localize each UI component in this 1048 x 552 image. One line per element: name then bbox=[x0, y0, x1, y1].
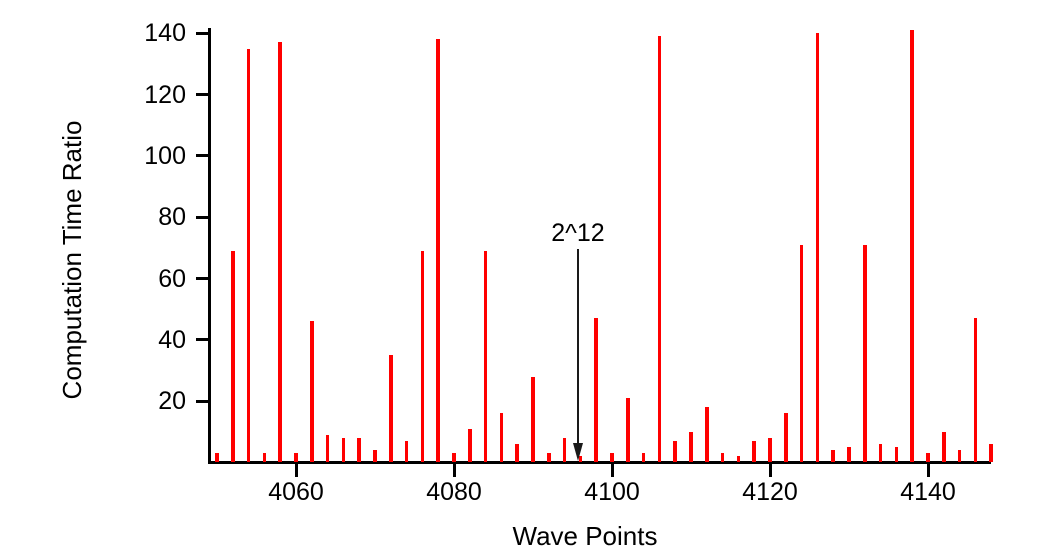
bar bbox=[768, 437, 772, 463]
bar bbox=[278, 42, 282, 463]
bar bbox=[531, 376, 535, 463]
bar bbox=[310, 321, 314, 463]
bar bbox=[910, 30, 914, 463]
y-tick-mark bbox=[196, 338, 208, 342]
bar bbox=[926, 453, 930, 463]
bar bbox=[957, 450, 962, 463]
bar bbox=[357, 437, 361, 463]
bar bbox=[784, 413, 788, 463]
bar bbox=[673, 441, 677, 463]
bar bbox=[847, 447, 851, 463]
y-tick-label: 60 bbox=[158, 264, 186, 293]
bar bbox=[483, 250, 488, 463]
bar bbox=[831, 450, 835, 463]
bar bbox=[404, 441, 409, 463]
bar bbox=[752, 441, 756, 463]
y-tick-label: 40 bbox=[158, 325, 186, 354]
bar bbox=[641, 453, 646, 463]
bar bbox=[626, 398, 630, 463]
y-axis-line bbox=[208, 28, 211, 464]
x-tick-mark bbox=[610, 464, 614, 477]
bar bbox=[341, 437, 346, 463]
bar bbox=[689, 431, 693, 463]
x-tick-label: 4080 bbox=[426, 478, 482, 506]
y-tick-label: 20 bbox=[158, 387, 186, 416]
bar bbox=[389, 355, 393, 463]
x-axis-line bbox=[208, 460, 991, 464]
x-tick-mark bbox=[926, 464, 930, 477]
bar bbox=[799, 244, 804, 463]
bar bbox=[863, 244, 867, 463]
bar bbox=[547, 453, 551, 463]
bar bbox=[420, 250, 425, 463]
y-tick-label: 140 bbox=[144, 19, 186, 48]
x-tick-mark bbox=[768, 464, 772, 477]
bar bbox=[610, 453, 614, 463]
bar bbox=[562, 437, 567, 463]
x-tick-label: 4100 bbox=[584, 478, 640, 506]
bar bbox=[973, 318, 978, 463]
y-tick-mark bbox=[196, 215, 208, 219]
bar bbox=[815, 33, 820, 463]
down-arrow-icon bbox=[573, 249, 583, 461]
bar bbox=[468, 428, 472, 463]
bar bbox=[578, 456, 583, 463]
bar bbox=[989, 444, 993, 463]
x-tick-label: 4140 bbox=[900, 478, 956, 506]
bar bbox=[436, 39, 440, 463]
bar bbox=[452, 453, 456, 463]
bar bbox=[325, 434, 330, 463]
bar bbox=[594, 318, 598, 463]
x-tick-label: 4060 bbox=[268, 478, 324, 506]
bar bbox=[942, 431, 946, 463]
bar bbox=[262, 453, 267, 463]
bar bbox=[894, 447, 899, 463]
x-tick-mark bbox=[294, 464, 298, 477]
bar bbox=[499, 413, 504, 463]
bar bbox=[215, 453, 219, 463]
y-tick-mark bbox=[196, 93, 208, 97]
x-tick-label: 4120 bbox=[742, 478, 798, 506]
y-axis-title: Computation Time Ratio bbox=[57, 120, 87, 400]
x-tick-mark bbox=[452, 464, 456, 477]
y-tick-label: 120 bbox=[144, 80, 186, 109]
y-tick-mark bbox=[196, 31, 208, 35]
y-tick-label: 80 bbox=[158, 203, 186, 232]
bar bbox=[294, 453, 298, 463]
y-tick-label: 100 bbox=[144, 141, 186, 170]
bar bbox=[231, 250, 235, 463]
bar bbox=[515, 444, 519, 463]
y-tick-mark bbox=[196, 154, 208, 158]
bar bbox=[246, 48, 251, 463]
bar bbox=[878, 444, 883, 463]
bar bbox=[720, 453, 725, 463]
bar bbox=[373, 450, 377, 463]
x-axis-title: Wave Points bbox=[512, 521, 658, 551]
bar bbox=[705, 407, 709, 463]
bar bbox=[657, 36, 662, 463]
annotation-label: 2^12 bbox=[551, 219, 605, 247]
y-tick-mark bbox=[196, 277, 208, 281]
y-tick-mark bbox=[196, 399, 208, 403]
bar bbox=[736, 456, 741, 463]
